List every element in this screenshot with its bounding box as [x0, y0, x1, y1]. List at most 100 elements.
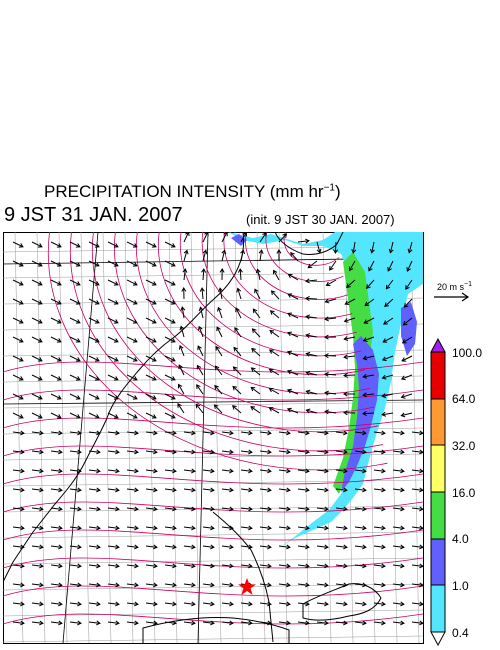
wind-vector — [88, 469, 100, 472]
wind-vector-head — [56, 243, 62, 248]
wind-vector-head — [214, 384, 219, 390]
grid-line-lon — [322, 232, 332, 644]
wind-vector-head — [20, 487, 25, 493]
wind-vector — [269, 388, 280, 395]
isobar-line — [3, 417, 424, 429]
wind-vector — [12, 355, 24, 362]
wind-vector — [201, 287, 204, 300]
wind-vector-head — [344, 300, 350, 305]
wind-vector-head — [402, 320, 408, 326]
wind-vector — [145, 469, 157, 472]
wind-vector-head — [151, 338, 157, 343]
wind-vector-head — [324, 298, 330, 304]
wind-vector — [88, 621, 100, 624]
wind-vector — [354, 469, 366, 472]
wind-vector-head — [229, 525, 234, 531]
wind-vector-head — [18, 338, 24, 343]
wind-vector-head — [305, 563, 310, 569]
wind-vector — [107, 431, 119, 434]
grid-line-lat — [3, 583, 424, 591]
wind-vector-head — [286, 563, 291, 569]
wind-vector — [316, 450, 328, 453]
wind-vector-head — [362, 563, 367, 569]
wind-vector — [107, 393, 119, 400]
wind-vector-head — [58, 620, 63, 626]
wind-vector-head — [324, 525, 329, 531]
wind-vector-head — [170, 357, 176, 362]
wind-vector — [88, 317, 100, 324]
wind-vector-head — [151, 262, 157, 267]
wind-vector-head — [75, 395, 81, 400]
wind-vector-head — [405, 285, 410, 290]
wind-vector-head — [324, 582, 329, 588]
wind-vector — [164, 469, 176, 472]
wind-vector-head — [381, 411, 387, 417]
wind-vector — [240, 431, 252, 434]
wind-vector-head — [305, 314, 310, 320]
wind-vector-head — [56, 319, 62, 324]
init-time: (init. 9 JST 30 JAN. 2007) — [246, 212, 395, 227]
wind-vector — [31, 602, 43, 605]
wind-vector-head — [267, 582, 272, 588]
wind-vector-head — [419, 582, 424, 588]
wind-vector — [278, 545, 290, 548]
wind-vector-head — [197, 345, 202, 351]
wind-vector — [145, 545, 157, 548]
wind-vector-head — [58, 487, 63, 493]
wind-vector-head — [343, 430, 348, 436]
wind-vector-head — [362, 355, 368, 361]
wind-vector-head — [324, 620, 329, 626]
wind-vector-head — [229, 544, 234, 550]
wind-vector — [183, 250, 188, 262]
wind-vector-head — [172, 468, 177, 474]
wind-vector-head — [305, 601, 310, 607]
isobar-line — [157, 232, 366, 376]
wind-vector — [271, 290, 280, 300]
wind-vector — [180, 326, 185, 338]
colorbar-label-100: 100.0 — [452, 346, 483, 360]
wind-vector — [392, 564, 404, 567]
wind-vector-head — [96, 601, 101, 607]
isobar-line — [3, 361, 424, 373]
wind-vector-head — [324, 316, 329, 322]
wind-vector — [269, 368, 280, 376]
wind-vector-head — [37, 300, 43, 305]
wind-vector-head — [56, 338, 62, 343]
wind-vector — [278, 583, 290, 586]
wind-vector — [107, 412, 119, 419]
wind-vector-head — [56, 281, 62, 286]
wind-vector-head — [286, 620, 291, 626]
wind-vector — [259, 564, 271, 567]
wind-vector-head — [153, 525, 158, 531]
wind-vector — [145, 336, 157, 343]
wind-vector-head — [18, 281, 24, 286]
wind-vector-head — [56, 376, 62, 381]
wind-vector-head — [153, 620, 158, 626]
wind-vector — [325, 298, 337, 303]
wind-vector — [334, 241, 337, 254]
wind-vector — [221, 621, 233, 624]
wind-vector — [12, 336, 24, 343]
wind-vector-head — [286, 487, 291, 493]
wind-vector-head — [132, 395, 138, 400]
wind-vector — [164, 621, 176, 624]
wind-vector-head — [343, 468, 348, 474]
wind-vector — [126, 241, 138, 248]
wind-vector — [69, 241, 81, 248]
wind-vector-head — [381, 430, 386, 436]
wind-vector-head — [348, 266, 354, 272]
wind-vector — [69, 298, 81, 305]
wind-vector-head — [96, 487, 101, 493]
wind-vector-head — [132, 281, 138, 286]
wind-vector-head — [286, 388, 292, 394]
wind-vector — [411, 469, 423, 472]
wind-vector — [107, 526, 119, 529]
wind-vector-head — [258, 249, 264, 254]
wind-vector — [240, 469, 252, 472]
wind-vector-head — [113, 414, 119, 419]
wind-vector — [335, 602, 347, 605]
wind-vector — [316, 241, 321, 253]
wind-vector-head — [202, 249, 208, 255]
wind-vector-head — [94, 414, 100, 419]
wind-vector-head — [343, 525, 348, 531]
